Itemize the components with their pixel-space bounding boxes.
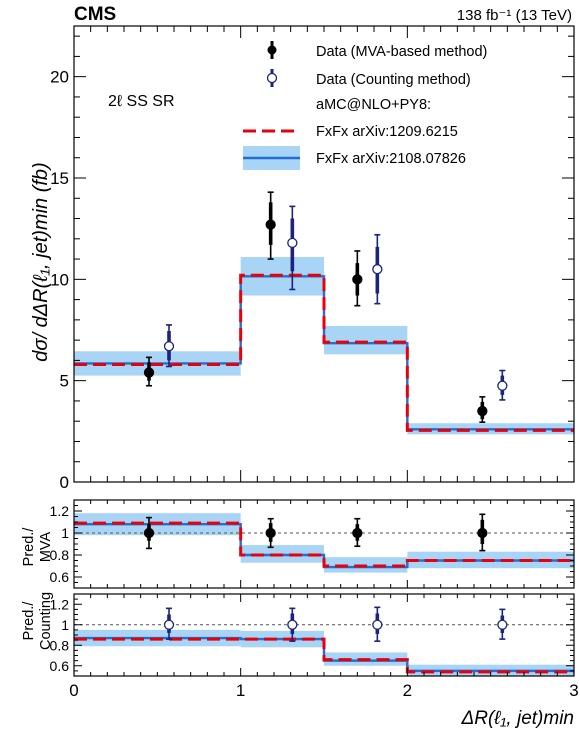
y-tick-label: 0.6: [50, 569, 70, 585]
legend-data-mva-marker: [267, 41, 277, 59]
y-tick-label: 0: [60, 473, 69, 492]
x-tick-label: 1: [236, 681, 245, 700]
x-tick-label: 2: [403, 681, 412, 700]
y-tick-label: 1.2: [50, 596, 70, 612]
data-mva-point: [477, 527, 488, 539]
data-mva-point: [143, 367, 155, 378]
experiment-label: CMS: [74, 4, 116, 25]
ratio-counting-y-label-line1: Pred./: [21, 601, 37, 641]
data-counting-point: [497, 619, 508, 630]
data-counting-point: [163, 341, 175, 352]
legend: Data (MVA-based method) Data (Counting m…: [243, 41, 487, 170]
data-counting-point: [163, 619, 175, 630]
legend-data-counting-label: Data (Counting method): [316, 72, 471, 88]
y-tick-label: 5: [60, 372, 69, 391]
fxfx-1209-prediction-line: [74, 273, 574, 432]
x-tick-label: 0: [69, 681, 78, 700]
y-tick-label: 0.8: [50, 637, 70, 653]
ratio-mva-y-label-line1: Pred./: [21, 527, 37, 567]
fxfx-1209-prediction-line: [74, 521, 574, 568]
data-counting-point: [372, 619, 383, 630]
legend-fxfx-2108-label: FxFx arXiv:2108.07826: [316, 151, 466, 167]
data-mva-point: [352, 527, 363, 539]
region-label: 2ℓ SS SR: [108, 93, 175, 110]
data-counting-point: [497, 380, 508, 391]
x-tick-label: 3: [569, 681, 578, 700]
ratio-mva-y-label-line2: MVA: [38, 532, 54, 563]
panel-ratio_counting: 0.6 0.8 1 1.2: [50, 593, 575, 677]
legend-fxfx-1209-label: FxFx arXiv:1209.6215: [316, 124, 458, 140]
data-mva-point: [143, 527, 155, 539]
legend-data-counting-marker: [266, 69, 278, 87]
luminosity-label: 138 fb⁻¹ (13 TeV): [457, 7, 572, 24]
legend-generator-label: aMC@NLO+PY8:: [316, 97, 431, 113]
y-tick-label: 1: [61, 525, 69, 541]
y-tick-label: 20: [50, 68, 69, 87]
y-tick-label: 0.8: [50, 547, 70, 563]
y-tick-label: 1: [61, 617, 69, 633]
legend-data-mva-label: Data (MVA-based method): [316, 44, 487, 60]
data-mva-point: [352, 274, 363, 285]
data-counting-point: [287, 237, 298, 249]
ratio-counting-y-label-line2: Counting: [38, 592, 54, 650]
y-tick-label: 0.6: [50, 658, 70, 674]
data-mva-point: [265, 527, 276, 539]
x-axis-label: ΔR(ℓ₁, jet)min: [461, 708, 575, 729]
y-tick-label: 10: [50, 270, 69, 289]
y-tick-label: 15: [50, 169, 69, 188]
panel-main: 0 5 10 15 20: [50, 25, 575, 492]
data-counting-point: [287, 619, 298, 630]
uncertainty-band-bin: [324, 325, 408, 355]
y-axis-label: dσ/ dΔR(ℓ₁, jet)min (fb): [30, 162, 52, 361]
data-mva-point: [477, 405, 488, 417]
data-mva-point: [265, 219, 276, 230]
panel-ratio_mva: 0.6 0.8 1 1.2: [50, 499, 575, 589]
data-counting-point: [372, 264, 383, 275]
y-tick-label: 1.2: [50, 503, 70, 519]
